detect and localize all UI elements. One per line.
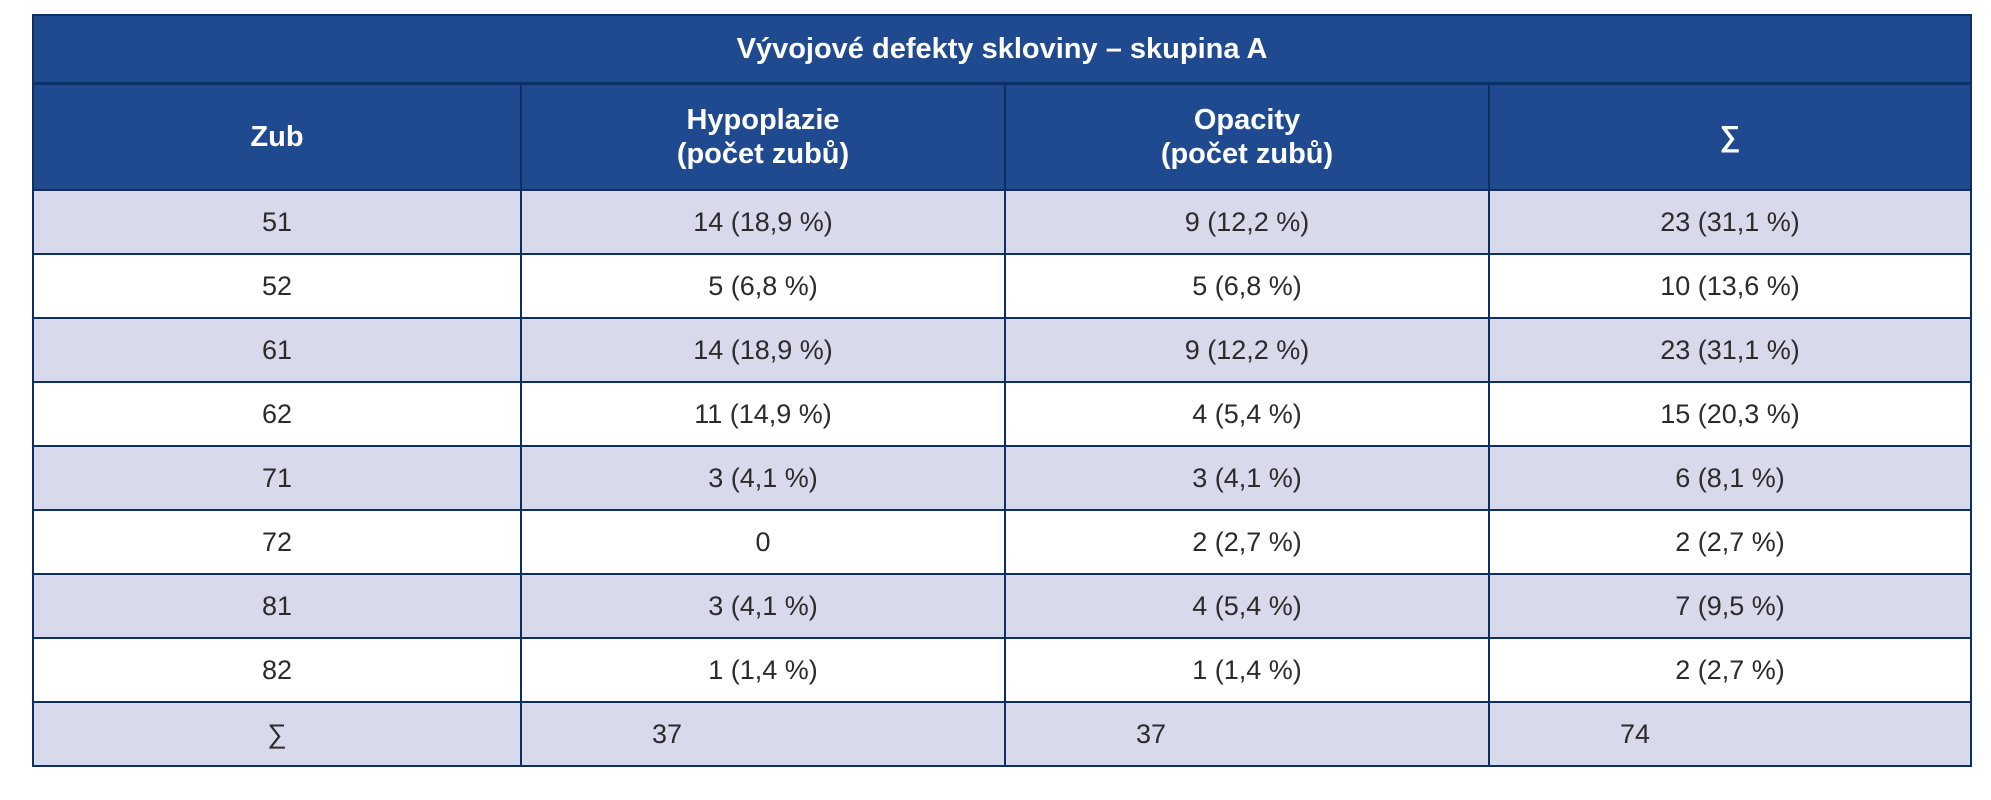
sum-sum-cell: 74 xyxy=(1488,701,1972,767)
opacity-cell: 9 (12,2 %) xyxy=(1004,189,1490,255)
tooth-cell: 71 xyxy=(32,445,522,511)
defects-table: Vývojové defekty skloviny – skupina A Zu… xyxy=(32,14,1972,767)
sum-cell: 10 (13,6 %) xyxy=(1488,253,1972,319)
opacity-cell: 1 (1,4 %) xyxy=(1004,637,1490,703)
opacity-cell: 2 (2,7 %) xyxy=(1004,509,1490,575)
table-row: 61 14 (18,9 %) 9 (12,2 %) 23 (31,1 %) xyxy=(32,317,1972,383)
sum-row: ∑ 37 37 74 xyxy=(32,701,1972,767)
hypoplazie-cell: 0 xyxy=(520,509,1006,575)
tooth-cell: 51 xyxy=(32,189,522,255)
hypoplazie-cell: 11 (14,9 %) xyxy=(520,381,1006,447)
table-row: 72 0 2 (2,7 %) 2 (2,7 %) xyxy=(32,509,1972,575)
table-title: Vývojové defekty skloviny – skupina A xyxy=(32,14,1972,85)
header-sum: ∑ xyxy=(1488,82,1972,191)
opacity-cell: 5 (6,8 %) xyxy=(1004,253,1490,319)
opacity-cell: 3 (4,1 %) xyxy=(1004,445,1490,511)
tooth-cell: 61 xyxy=(32,317,522,383)
hypoplazie-cell: 3 (4,1 %) xyxy=(520,573,1006,639)
sum-cell: 6 (8,1 %) xyxy=(1488,445,1972,511)
opacity-cell: 9 (12,2 %) xyxy=(1004,317,1490,383)
table-row: 51 14 (18,9 %) 9 (12,2 %) 23 (31,1 %) xyxy=(32,189,1972,255)
hypoplazie-cell: 5 (6,8 %) xyxy=(520,253,1006,319)
opacity-cell: 4 (5,4 %) xyxy=(1004,381,1490,447)
opacity-cell: 4 (5,4 %) xyxy=(1004,573,1490,639)
tooth-cell: 81 xyxy=(32,573,522,639)
header-hypoplazie: Hypoplazie (počet zubů) xyxy=(520,82,1006,191)
sum-opacity-cell: 37 xyxy=(1004,701,1490,767)
table-row: 71 3 (4,1 %) 3 (4,1 %) 6 (8,1 %) xyxy=(32,445,1972,511)
sum-cell: 23 (31,1 %) xyxy=(1488,317,1972,383)
hypoplazie-cell: 3 (4,1 %) xyxy=(520,445,1006,511)
header-opacity: Opacity (počet zubů) xyxy=(1004,82,1490,191)
table-row: 62 11 (14,9 %) 4 (5,4 %) 15 (20,3 %) xyxy=(32,381,1972,447)
hypoplazie-cell: 1 (1,4 %) xyxy=(520,637,1006,703)
tooth-cell: 72 xyxy=(32,509,522,575)
table-container: Vývojové defekty skloviny – skupina A Zu… xyxy=(32,14,1972,767)
table-row: 52 5 (6,8 %) 5 (6,8 %) 10 (13,6 %) xyxy=(32,253,1972,319)
sum-hypoplazie-cell: 37 xyxy=(520,701,1006,767)
sum-cell: 23 (31,1 %) xyxy=(1488,189,1972,255)
header-zub: Zub xyxy=(32,82,522,191)
sum-cell: 2 (2,7 %) xyxy=(1488,509,1972,575)
hypoplazie-cell: 14 (18,9 %) xyxy=(520,317,1006,383)
sum-cell: 7 (9,5 %) xyxy=(1488,573,1972,639)
sum-cell: 2 (2,7 %) xyxy=(1488,637,1972,703)
tooth-cell: 52 xyxy=(32,253,522,319)
hypoplazie-cell: 14 (18,9 %) xyxy=(520,189,1006,255)
sum-label-cell: ∑ xyxy=(32,701,522,767)
table-row: 82 1 (1,4 %) 1 (1,4 %) 2 (2,7 %) xyxy=(32,637,1972,703)
tooth-cell: 62 xyxy=(32,381,522,447)
tooth-cell: 82 xyxy=(32,637,522,703)
sum-cell: 15 (20,3 %) xyxy=(1488,381,1972,447)
table-row: 81 3 (4,1 %) 4 (5,4 %) 7 (9,5 %) xyxy=(32,573,1972,639)
